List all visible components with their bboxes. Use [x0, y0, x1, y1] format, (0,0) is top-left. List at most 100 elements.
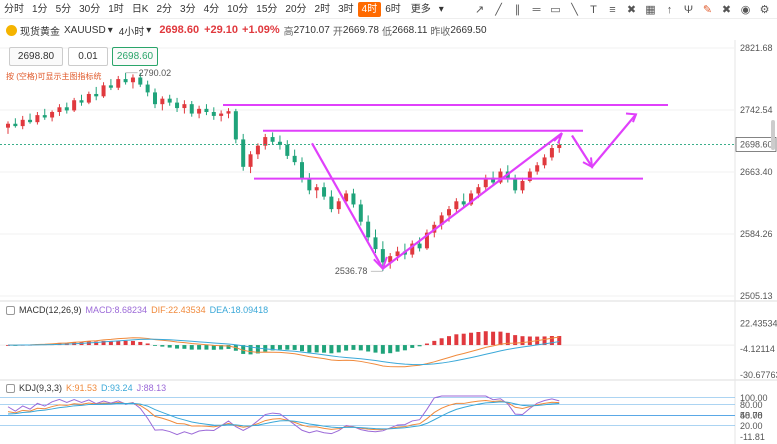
- period-selector[interactable]: 4小时: [118, 26, 145, 38]
- current-price-tag-box: [735, 137, 777, 152]
- timeframe-1[interactable]: 1分: [32, 3, 48, 15]
- sell-price-box[interactable]: 2698.80: [9, 47, 63, 66]
- period-chevron-icon[interactable]: ▾: [146, 24, 152, 36]
- ray-icon[interactable]: ╲: [571, 4, 578, 16]
- candle-body: [285, 144, 290, 156]
- symbol-name[interactable]: 现货黄金: [20, 26, 60, 38]
- candle-body: [28, 119, 33, 123]
- timeframe-10[interactable]: 15分: [256, 3, 278, 15]
- candle-body: [182, 104, 187, 109]
- candle-body: [86, 93, 91, 103]
- timeframe-6[interactable]: 2分: [156, 3, 173, 15]
- more-timeframes-button[interactable]: 更多: [410, 3, 431, 15]
- fork-icon[interactable]: Ψ: [683, 3, 694, 16]
- candle-body: [211, 111, 216, 116]
- macd-histogram-bar: [167, 345, 172, 348]
- fibonacci-icon[interactable]: ≡: [609, 3, 616, 16]
- arrowhead: [553, 132, 563, 144]
- candle-body: [454, 201, 459, 210]
- candle-body: [469, 193, 474, 205]
- price-change: +29.10: [204, 24, 239, 36]
- chevron-down-icon[interactable]: ▾: [107, 24, 113, 36]
- macd-histogram-bar: [520, 336, 525, 346]
- candle-body: [322, 187, 327, 197]
- buy-price-box[interactable]: 2698.60: [112, 47, 158, 66]
- timeframe-13[interactable]: 3时: [338, 3, 354, 15]
- quantity-input[interactable]: 0.01: [68, 47, 108, 66]
- candle-body: [395, 251, 400, 257]
- gann-icon[interactable]: ✖: [626, 4, 637, 16]
- drawing-tools: ↗ ╱ ∥ ═ ▭ ╲ T ≡ ✖ ▦ ↑ Ψ ✎ ✖ ◉ ⚙: [471, 1, 773, 18]
- candle-body: [241, 139, 246, 167]
- text-tool-icon[interactable]: T: [590, 3, 597, 16]
- candle-body: [6, 123, 10, 128]
- kdj-title[interactable]: KDJ(9,3,3): [19, 383, 63, 393]
- eye-icon[interactable]: ◉: [740, 4, 751, 16]
- timeframe-3[interactable]: 30分: [79, 3, 101, 15]
- price-axis-label: 2505.13: [740, 291, 773, 301]
- timeframe-2[interactable]: 5分: [55, 3, 72, 15]
- macd-histogram-bar: [388, 345, 393, 354]
- timeframe-0[interactable]: 分时: [4, 3, 24, 15]
- macd-histogram-bar: [469, 332, 474, 346]
- timeframe-12[interactable]: 2时: [314, 3, 331, 15]
- macd-histogram-bar: [153, 345, 157, 346]
- indicator-settings-icon[interactable]: [6, 305, 15, 315]
- horizontal-line-icon[interactable]: ═: [532, 3, 541, 16]
- chevron-down-icon[interactable]: ▾: [438, 3, 444, 15]
- timeframe-5[interactable]: 日K: [131, 3, 149, 15]
- kdj-axis-label: -11.81: [740, 432, 765, 442]
- macd-histogram-bar: [263, 345, 268, 352]
- indicator-settings-icon[interactable]: [6, 383, 15, 393]
- macd-histogram-bar: [424, 343, 429, 346]
- multi-line-icon[interactable]: ╱: [495, 4, 502, 16]
- symbol-code[interactable]: XAUUSD: [64, 24, 106, 36]
- candle-body: [380, 249, 385, 263]
- price-axis-label: 2821.68: [740, 43, 773, 53]
- candle-body: [314, 187, 319, 191]
- candle-body: [344, 193, 349, 202]
- candle-body: [542, 157, 547, 166]
- timeframe-7[interactable]: 3分: [180, 3, 196, 15]
- candle-body: [116, 79, 121, 88]
- arrow-tool-icon[interactable]: ↑: [666, 3, 673, 16]
- settings-gear-icon[interactable]: ⚙: [759, 4, 770, 16]
- macd-title[interactable]: MACD(12,26,9): [19, 305, 82, 315]
- trend-line-icon[interactable]: ↗: [474, 4, 485, 16]
- rectangle-icon[interactable]: ▭: [550, 4, 561, 16]
- measure-icon[interactable]: ▦: [645, 4, 656, 16]
- delete-drawing-icon[interactable]: ✖: [721, 4, 732, 16]
- timeframe-9[interactable]: 10分: [227, 3, 249, 15]
- macd-histogram-bar: [270, 345, 275, 351]
- timeframe-14[interactable]: 4时: [357, 1, 382, 17]
- candle-body: [439, 215, 444, 225]
- candle-body: [292, 155, 297, 163]
- macd-histogram-bar: [307, 345, 312, 353]
- candle-body: [461, 201, 466, 205]
- price-axis-label: 2663.40: [740, 167, 773, 177]
- macd-histogram-bar: [410, 345, 415, 348]
- candle-body: [483, 177, 488, 188]
- macd-histogram-bar: [483, 331, 488, 346]
- high-annotation: 2790.02: [139, 68, 172, 78]
- candle-body: [527, 171, 532, 181]
- macd-histogram-bar: [197, 345, 202, 350]
- edit-drawing-icon[interactable]: ✎: [702, 4, 713, 16]
- parallel-channel-icon[interactable]: ∥: [514, 4, 521, 16]
- macd-histogram-bar: [219, 345, 224, 350]
- candle-body: [549, 148, 554, 158]
- timeframe-11[interactable]: 20分: [285, 3, 307, 15]
- timeframe-4[interactable]: 1时: [108, 3, 124, 15]
- candle-body: [50, 111, 55, 118]
- timeframe-8[interactable]: 4分: [203, 3, 220, 15]
- candle-body: [219, 113, 224, 116]
- candle-body: [35, 115, 40, 123]
- macd-histogram-bar: [160, 345, 165, 347]
- candle-body: [42, 115, 47, 118]
- macd-histogram-bar: [175, 345, 180, 349]
- candle-body: [255, 145, 260, 155]
- timeframe-15[interactable]: 6时: [385, 3, 401, 15]
- candle-body: [498, 171, 503, 183]
